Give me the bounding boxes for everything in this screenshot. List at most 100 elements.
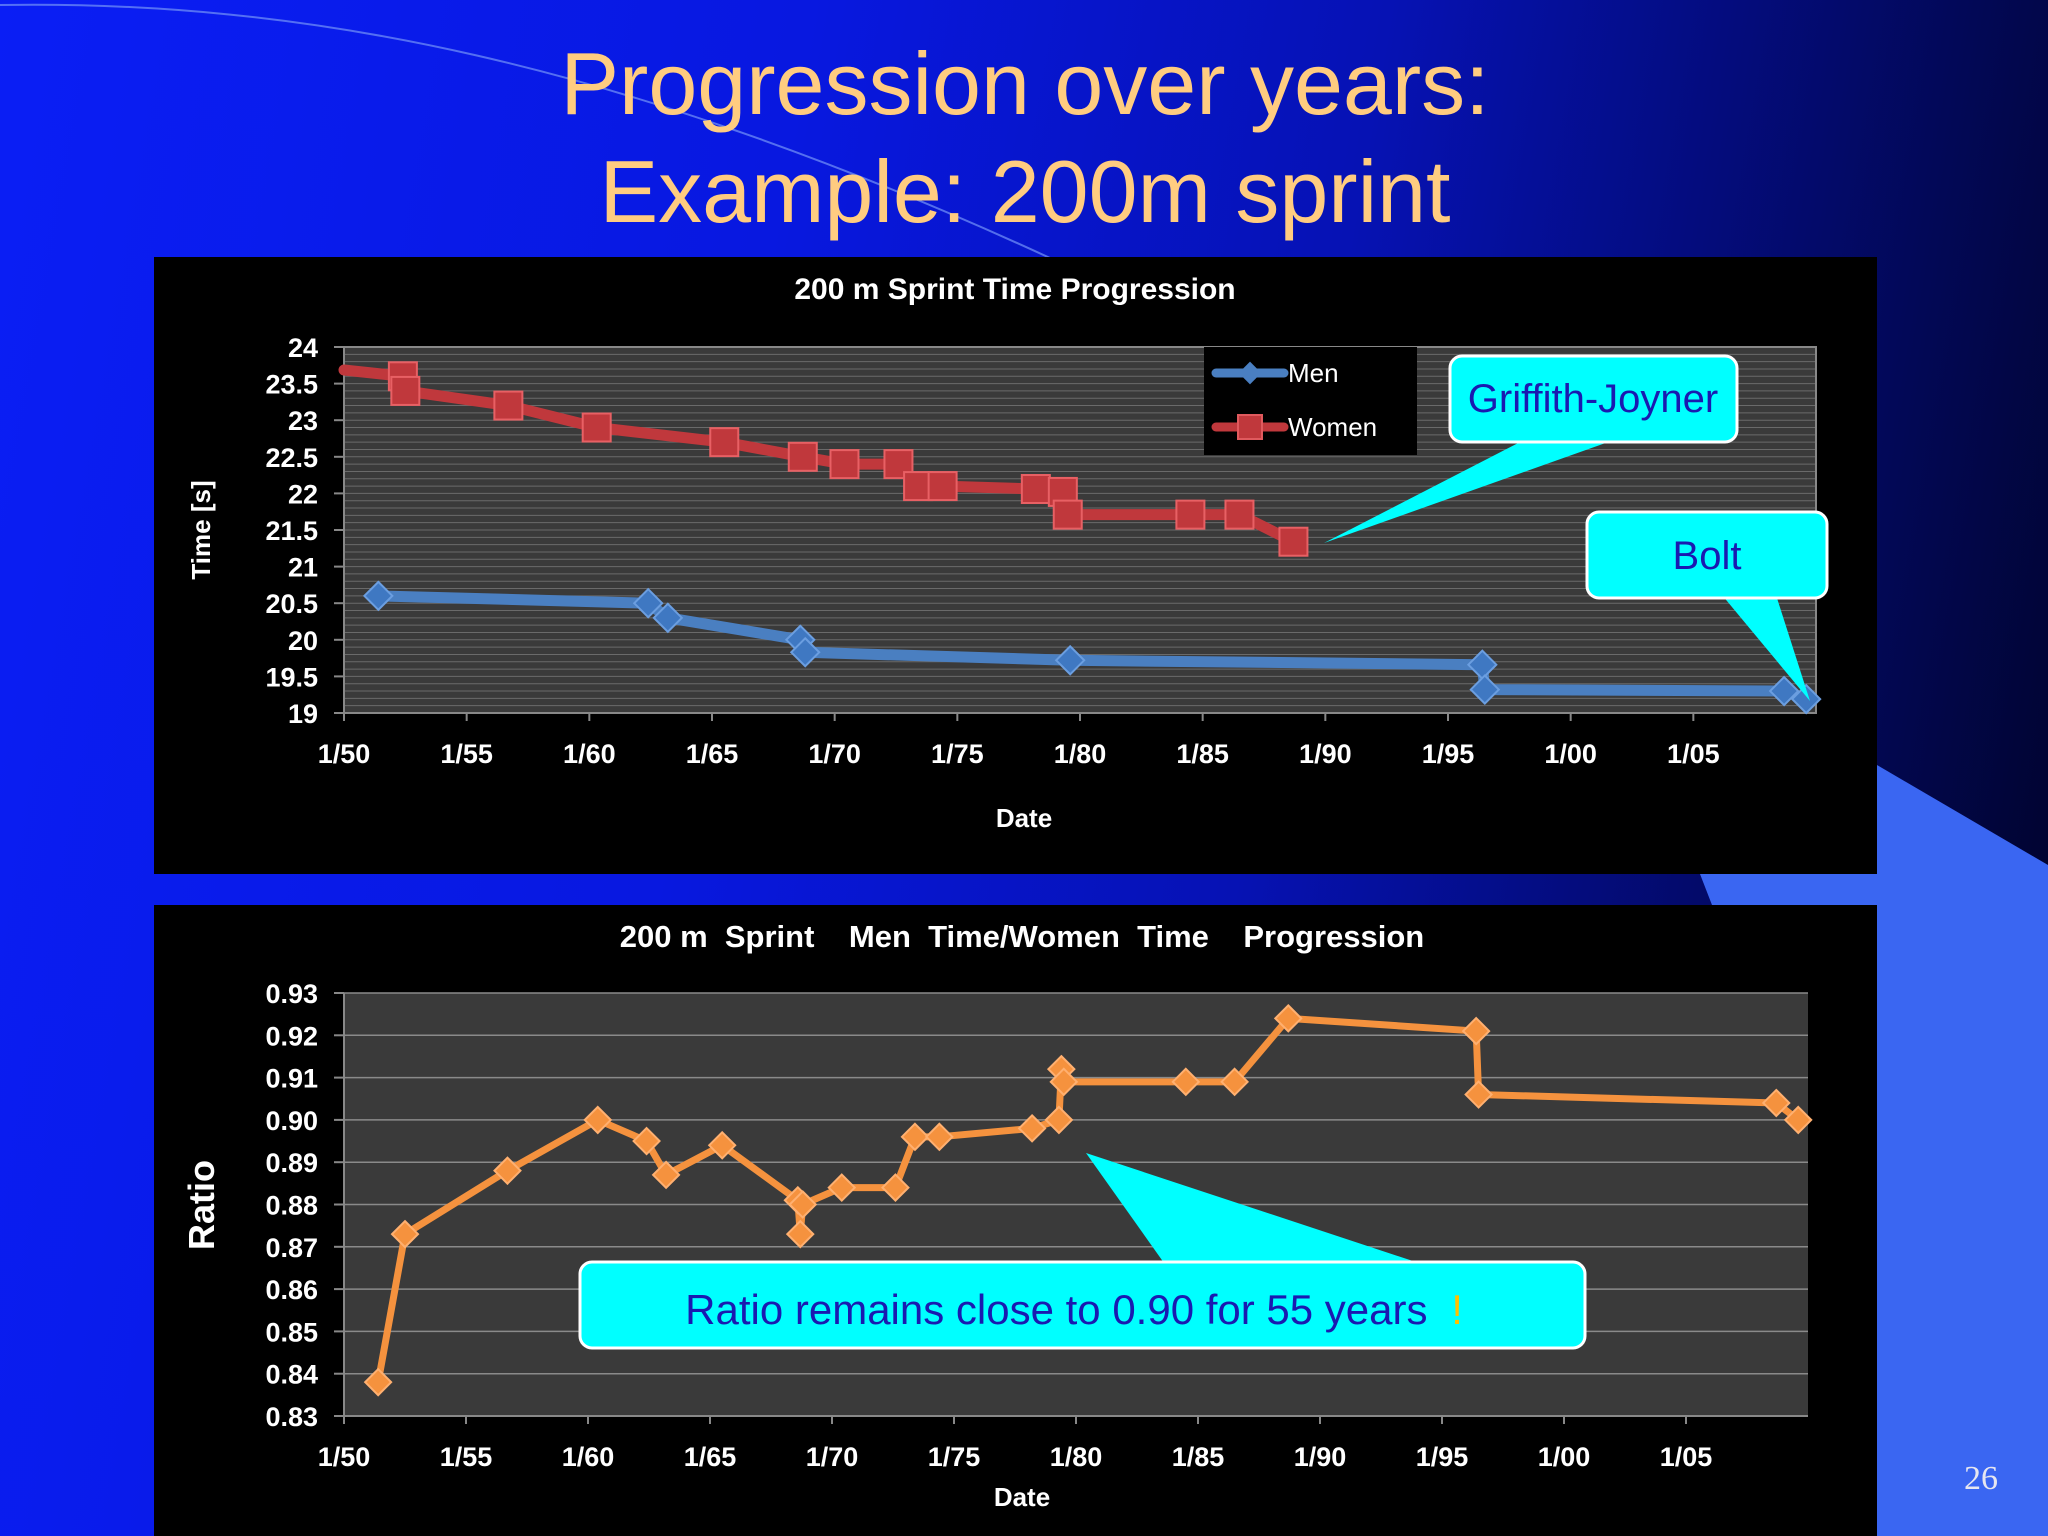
legend-marker-women xyxy=(1237,414,1263,440)
y-tick-label: 24 xyxy=(288,333,318,363)
data-point xyxy=(1273,1003,1303,1033)
data-point xyxy=(1783,1105,1813,1135)
x-tick-label: 1/05 xyxy=(1660,1442,1713,1472)
background-accent-shape xyxy=(1877,765,2048,1536)
data-point xyxy=(785,1219,815,1249)
data-point xyxy=(390,375,421,406)
x-tick-label: 1/50 xyxy=(318,1442,371,1472)
x-tick-label: 1/90 xyxy=(1299,739,1352,769)
x-tick-label: 1/65 xyxy=(686,739,739,769)
chart-title: 200 m Sprint Time Progression xyxy=(794,273,1235,306)
data-point xyxy=(583,1105,613,1135)
x-tick-label: 1/00 xyxy=(1544,739,1597,769)
callout-pointer-ratio xyxy=(1086,1153,1419,1263)
y-axis-label: Time [s] xyxy=(186,480,216,579)
y-tick-label: 0.92 xyxy=(265,1021,318,1051)
legend-label-women: Women xyxy=(1288,412,1377,442)
callout-box-bolt xyxy=(1585,510,1829,600)
data-point xyxy=(1049,1067,1079,1097)
y-tick-label: 0.88 xyxy=(265,1191,318,1221)
data-point xyxy=(581,412,612,443)
x-tick-label: 1/05 xyxy=(1667,739,1720,769)
data-point xyxy=(652,602,684,634)
legend-item-men: Men xyxy=(1211,358,1339,388)
y-tick-label: 0.87 xyxy=(265,1233,318,1263)
y-tick-label: 21.5 xyxy=(265,516,318,546)
slide-title-line-1: Progression over years: xyxy=(560,34,1490,133)
y-tick-label: 0.91 xyxy=(265,1064,318,1094)
x-tick-label: 1/85 xyxy=(1172,1442,1225,1472)
x-axis-label: Date xyxy=(996,803,1052,833)
data-point xyxy=(1044,1105,1074,1135)
x-tick-label: 1/75 xyxy=(928,1442,981,1472)
data-point xyxy=(390,1219,420,1249)
data-point xyxy=(900,1122,930,1152)
slide-title-line-2: Example: 200m sprint xyxy=(599,142,1451,241)
data-point xyxy=(1175,499,1206,530)
x-tick-label: 1/90 xyxy=(1294,1442,1347,1472)
x-tick-label: 1/60 xyxy=(563,739,616,769)
men-series xyxy=(362,580,1822,715)
legend-item-women: Women xyxy=(1211,412,1377,442)
x-tick-label: 1/55 xyxy=(440,1442,493,1472)
data-point xyxy=(881,1173,910,1202)
page-number: 26 xyxy=(1964,1460,1998,1497)
y-tick-label: 23 xyxy=(288,406,318,436)
x-tick-label: 1/95 xyxy=(1422,739,1475,769)
men-line xyxy=(372,590,1812,705)
x-tick-label: 1/70 xyxy=(806,1442,859,1472)
callout-griffith-joyner: Griffith-Joyner xyxy=(1324,354,1739,543)
data-point xyxy=(632,1126,661,1156)
ratio-progression-chart-svg: 200 m Sprint Men Time/Women Time Progres… xyxy=(181,919,1813,1512)
x-tick-label: 1/80 xyxy=(1050,1442,1103,1472)
data-point xyxy=(829,449,860,480)
data-point xyxy=(927,471,958,502)
callout-pointer-bolt xyxy=(1722,595,1810,701)
data-point xyxy=(1768,675,1800,707)
x-tick-label: 1/75 xyxy=(931,739,984,769)
y-tick-label: 0.86 xyxy=(265,1275,318,1305)
background-accent-sliver xyxy=(1700,874,1877,905)
x-tick-label: 1/95 xyxy=(1416,1442,1469,1472)
data-point xyxy=(1052,499,1083,530)
y-axis-label: Ratio xyxy=(181,1160,222,1250)
women-series xyxy=(338,361,1309,557)
x-tick-label: 1/55 xyxy=(440,739,493,769)
data-point xyxy=(1469,674,1501,705)
data-point xyxy=(1464,1080,1494,1109)
data-point xyxy=(651,1160,681,1190)
callout-ratio-exclamation: ! xyxy=(1451,1286,1463,1333)
y-tick-label: 20 xyxy=(288,626,318,656)
callout-bolt: Bolt xyxy=(1585,510,1829,701)
legend-label-men: Men xyxy=(1288,358,1339,388)
y-tick-label: 0.89 xyxy=(265,1148,318,1178)
x-tick-label: 1/80 xyxy=(1054,739,1107,769)
x-tick-label: 1/65 xyxy=(684,1442,737,1472)
data-point xyxy=(789,636,821,668)
data-point xyxy=(709,427,740,458)
y-tick-label: 0.93 xyxy=(265,979,318,1009)
callout-text-griffith-joyner: Griffith-Joyner xyxy=(1468,377,1718,421)
data-point xyxy=(924,1122,954,1152)
legend: Men Women xyxy=(1204,347,1417,455)
ratio-progression-chart: 200 m Sprint Men Time/Women Time Progres… xyxy=(154,905,1877,1536)
x-axis-label: Date xyxy=(994,1482,1050,1512)
data-point xyxy=(1054,644,1086,676)
callout-text-bolt: Bolt xyxy=(1673,534,1742,578)
data-point xyxy=(1461,1016,1491,1046)
y-tick-label: 19 xyxy=(288,699,318,729)
data-point xyxy=(1220,1067,1250,1097)
time-progression-chart: 200 m Sprint Time Progression 19 19.5 20 20… xyxy=(154,257,1877,874)
data-point xyxy=(707,1130,737,1160)
y-tick-label: 19.5 xyxy=(265,662,318,692)
ratio-series xyxy=(363,1003,1813,1397)
y-tick-label: 23.5 xyxy=(265,370,318,400)
y-tick-label: 21 xyxy=(288,553,318,583)
y-tick-label: 22 xyxy=(288,479,318,509)
time-progression-chart-svg: 200 m Sprint Time Progression 19 19.5 20 20… xyxy=(186,273,1829,833)
x-tick-label: 1/70 xyxy=(808,739,861,769)
data-point xyxy=(827,1173,857,1202)
callout-pointer-griffith-joyner xyxy=(1324,440,1614,543)
data-point xyxy=(493,1156,522,1186)
